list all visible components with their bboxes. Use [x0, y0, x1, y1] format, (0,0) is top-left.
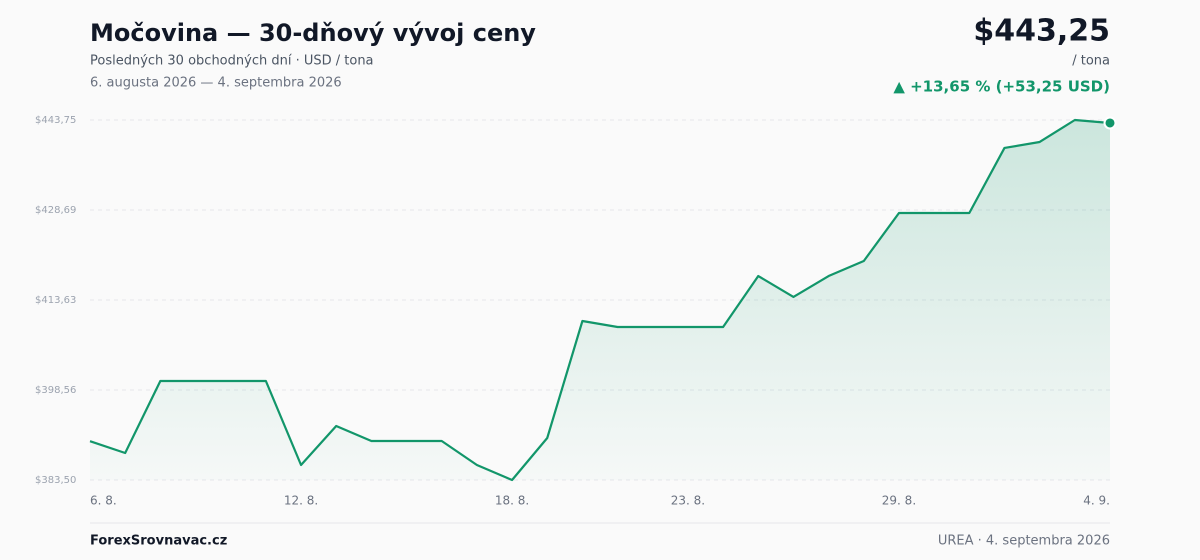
x-tick-label: 23. 8. [671, 494, 705, 508]
change: ▲ +13,65 % (+53,25 USD) [893, 78, 1110, 96]
source: ForexSrovnavac.cz [90, 534, 227, 549]
y-tick-label: $413,63 [35, 295, 76, 306]
x-tick-label: 29. 8. [882, 494, 916, 508]
last-point [1103, 116, 1117, 130]
unit: / tona [1072, 54, 1110, 69]
x-tick-label: 18. 8. [495, 494, 529, 508]
x-tick-label: 12. 8. [284, 494, 318, 508]
y-tick-label: $398,56 [35, 385, 76, 396]
area [90, 120, 1110, 480]
chart-title: Močovina — 30-dňový vývoj ceny [90, 19, 536, 47]
y-tick-label: $428,69 [35, 205, 76, 216]
date-range: 6. augusta 2026 — 4. septembra 2026 [90, 76, 342, 91]
price: $443,25 [973, 14, 1110, 49]
x-tick-label: 4. 9. [1083, 494, 1110, 508]
line [89, 118, 1111, 482]
y-tick-label: $383,50 [35, 475, 76, 486]
subtitle: Posledných 30 obchodných dní · USD / ton… [90, 54, 374, 69]
footer-note: UREA · 4. septembra 2026 [938, 534, 1110, 549]
x-tick-label: 6. 8. [90, 494, 117, 508]
y-tick-label: $443,75 [35, 115, 76, 126]
